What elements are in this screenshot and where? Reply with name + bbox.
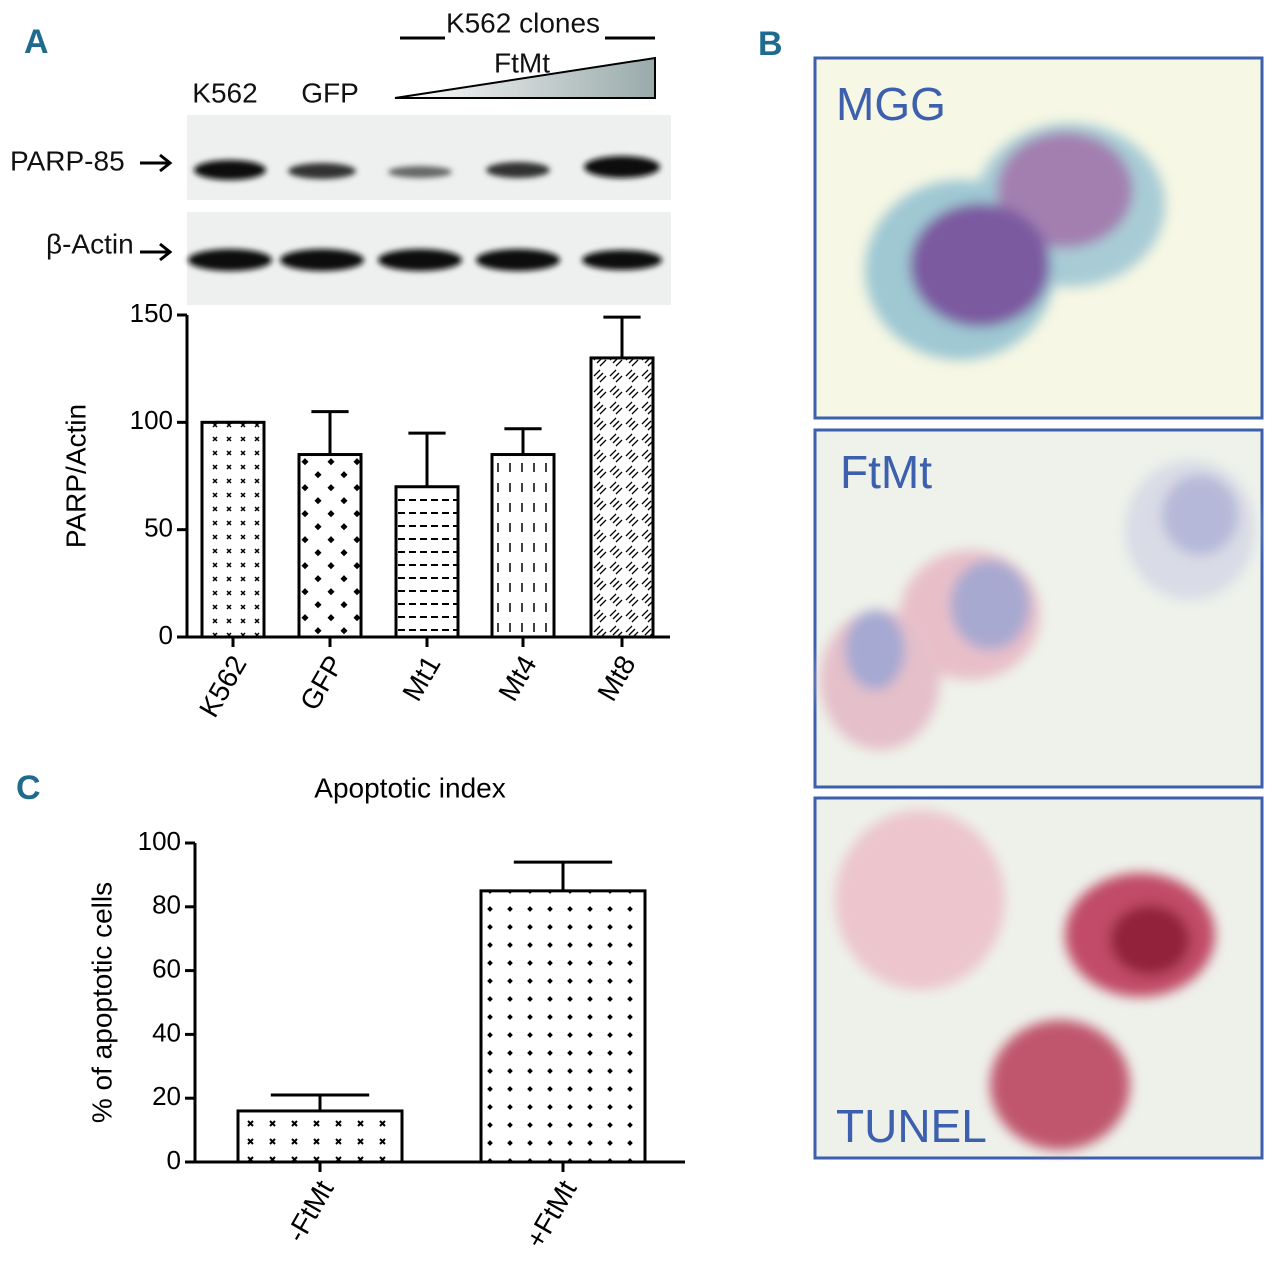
x-tick-label: -FtMt — [280, 1175, 340, 1247]
y-tick-label: 100 — [130, 405, 173, 435]
lane-label: K562 — [192, 77, 257, 108]
panel-label: B — [758, 25, 783, 63]
bar — [589, 356, 655, 639]
y-axis-label: % of apoptotic cells — [86, 882, 117, 1123]
bar — [200, 420, 266, 639]
y-tick-label: 0 — [167, 1145, 181, 1175]
x-tick-label: Mt4 — [492, 650, 542, 706]
lane-label: GFP — [301, 77, 359, 108]
y-tick-label: 150 — [130, 298, 173, 328]
x-tick-label: Mt8 — [591, 650, 641, 706]
blot-strip — [187, 115, 671, 200]
y-axis-label: PARP/Actin — [60, 404, 91, 548]
row-label: PARP-85 — [10, 145, 125, 176]
y-tick-label: 80 — [152, 890, 181, 920]
bar — [297, 453, 363, 639]
bar — [490, 453, 556, 639]
y-tick-label: 60 — [152, 953, 181, 983]
micrograph-label: FtMt — [840, 446, 932, 498]
x-tick-label: +FtMt — [520, 1175, 583, 1253]
gradient-triangle — [394, 56, 656, 99]
micrograph-label: MGG — [836, 78, 946, 130]
row-label: β-Actin — [46, 228, 134, 259]
panel-label: C — [16, 769, 41, 807]
micrograph-label: TUNEL — [836, 1100, 987, 1152]
y-tick-label: 20 — [152, 1081, 181, 1111]
y-tick-label: 40 — [152, 1017, 181, 1047]
bar — [236, 1109, 404, 1164]
chart-title: Apoptotic index — [314, 772, 505, 803]
group-label: K562 clones — [446, 7, 600, 38]
arrow — [140, 242, 173, 262]
x-tick-label: K562 — [193, 650, 253, 722]
panel-label: A — [24, 23, 49, 61]
gradient-label: FtMt — [494, 47, 550, 78]
micrograph: TUNEL — [813, 796, 1264, 1160]
micrograph: FtMt — [813, 428, 1264, 789]
y-tick-label: 50 — [144, 513, 173, 543]
bands — [188, 156, 662, 271]
bar — [479, 889, 647, 1164]
micrograph: MGG — [813, 56, 1264, 420]
arrow — [140, 153, 173, 173]
y-tick-label: 0 — [159, 620, 173, 650]
y-tick-label: 100 — [138, 826, 181, 856]
x-tick-label: GFP — [294, 650, 350, 715]
x-tick-label: Mt1 — [396, 650, 446, 706]
bar — [394, 485, 460, 639]
